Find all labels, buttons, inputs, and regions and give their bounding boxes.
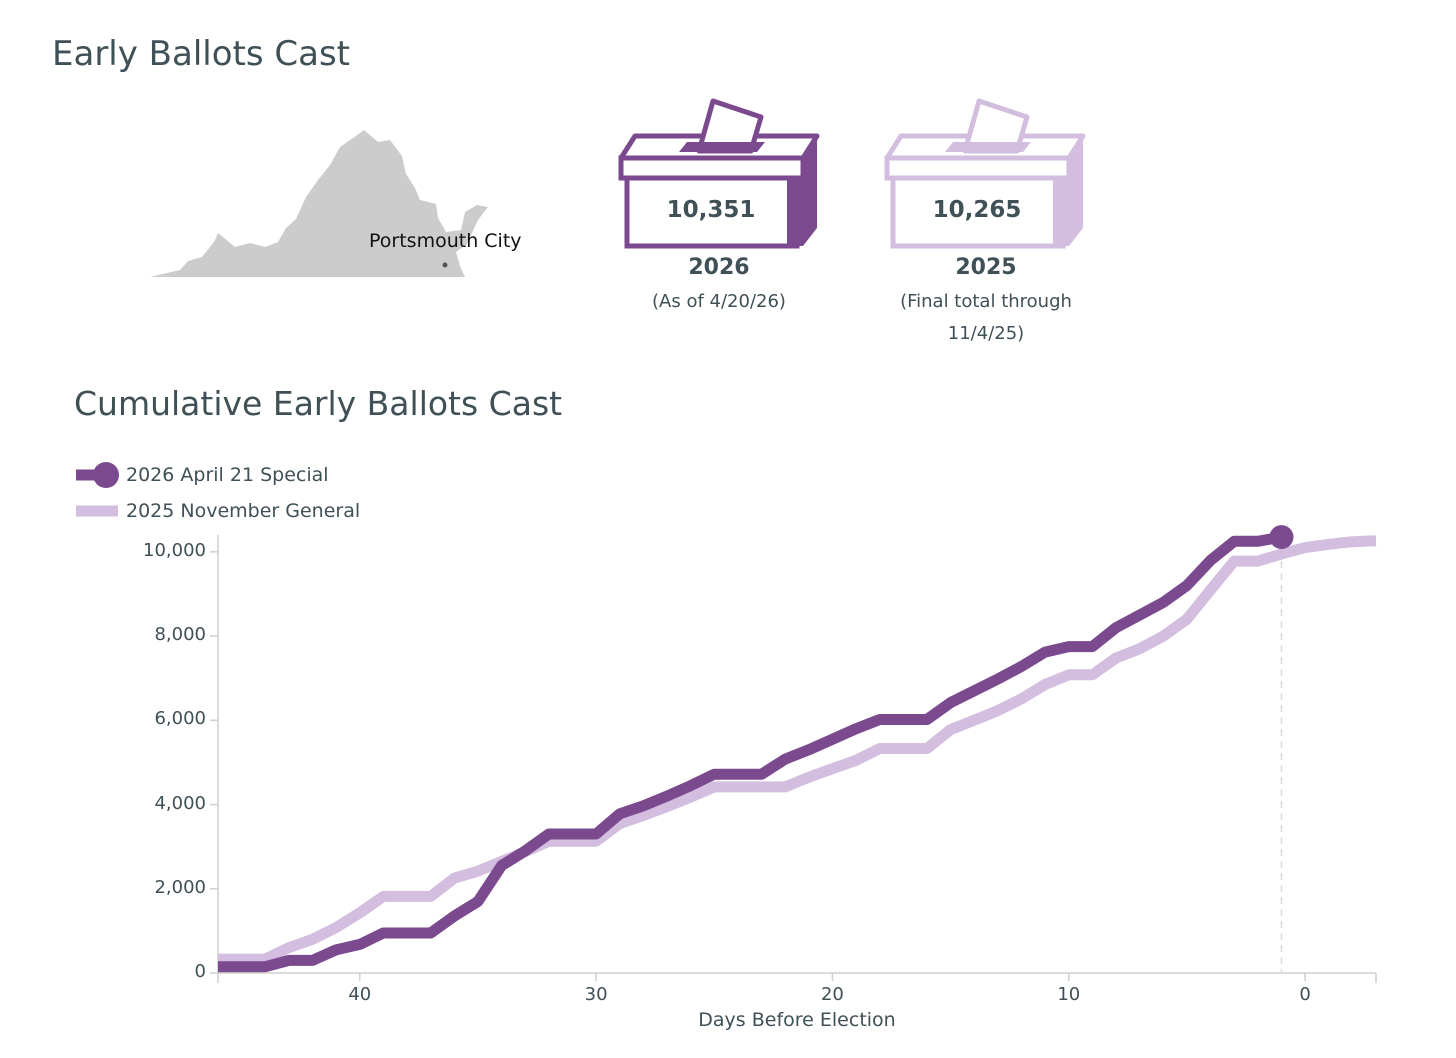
series-end-point xyxy=(1269,525,1294,550)
series-line-2026 xyxy=(218,531,1283,973)
portsmouth-marker xyxy=(442,262,448,268)
series-group xyxy=(218,525,1377,973)
y-tick-label: 4,000 xyxy=(154,792,206,814)
legend-swatch-2026-icon xyxy=(76,462,119,488)
legend-label-2025: 2025 November General xyxy=(126,500,361,522)
ballot-note-2025: (Final total through 11/4/25) xyxy=(900,291,1072,344)
state-shape xyxy=(150,130,488,277)
ballot-count-2025: 10,265 xyxy=(932,197,1022,223)
x-tick-label: 10 xyxy=(1057,984,1081,1005)
ballot-box-icon-2026 xyxy=(618,98,820,249)
y-tick-label: 6,000 xyxy=(154,708,206,730)
legend-swatch-2025-icon xyxy=(76,505,118,517)
map-locality-label: Portsmouth City xyxy=(369,230,522,252)
legend-item-2025: 2025 November General xyxy=(74,496,360,526)
ballot-year-2026: 2026 xyxy=(688,255,750,280)
y-tick-label: 8,000 xyxy=(154,624,206,646)
x-tick-label: 20 xyxy=(820,984,844,1005)
virginia-map xyxy=(150,130,488,277)
x-axis xyxy=(217,972,1377,983)
page-title: Early Ballots Cast xyxy=(52,34,350,74)
y-tick-label: 2,000 xyxy=(154,876,206,898)
x-tick-label: 30 xyxy=(584,984,608,1005)
x-tick-label: 40 xyxy=(348,984,372,1005)
series-line-2025 xyxy=(218,535,1377,965)
x-tick-label: 0 xyxy=(1299,984,1311,1005)
ballot-count-2026: 10,351 xyxy=(666,197,756,223)
x-axis-title: Days Before Election xyxy=(698,1009,896,1031)
ballot-note-2026: (As of 4/20/26) xyxy=(652,291,786,312)
legend-label-2026: 2026 April 21 Special xyxy=(126,464,329,486)
y-axis xyxy=(210,535,219,974)
legend-item-2026: 2026 April 21 Special xyxy=(74,460,329,490)
y-tick-label: 10,000 xyxy=(143,539,206,561)
chart-title: Cumulative Early Ballots Cast xyxy=(74,384,563,423)
ballot-year-2025: 2025 xyxy=(955,255,1017,280)
ballot-box-icon-2025 xyxy=(884,98,1086,249)
y-tick-label: 0 xyxy=(194,961,206,982)
